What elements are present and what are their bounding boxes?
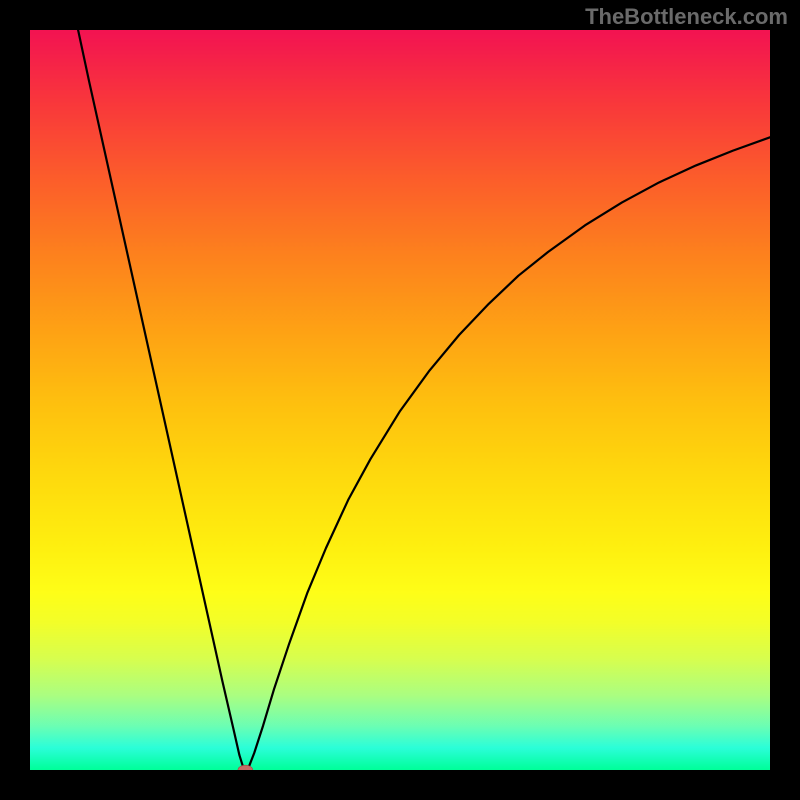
watermark-text: TheBottleneck.com [585, 4, 788, 30]
chart-plot-area [30, 30, 770, 770]
